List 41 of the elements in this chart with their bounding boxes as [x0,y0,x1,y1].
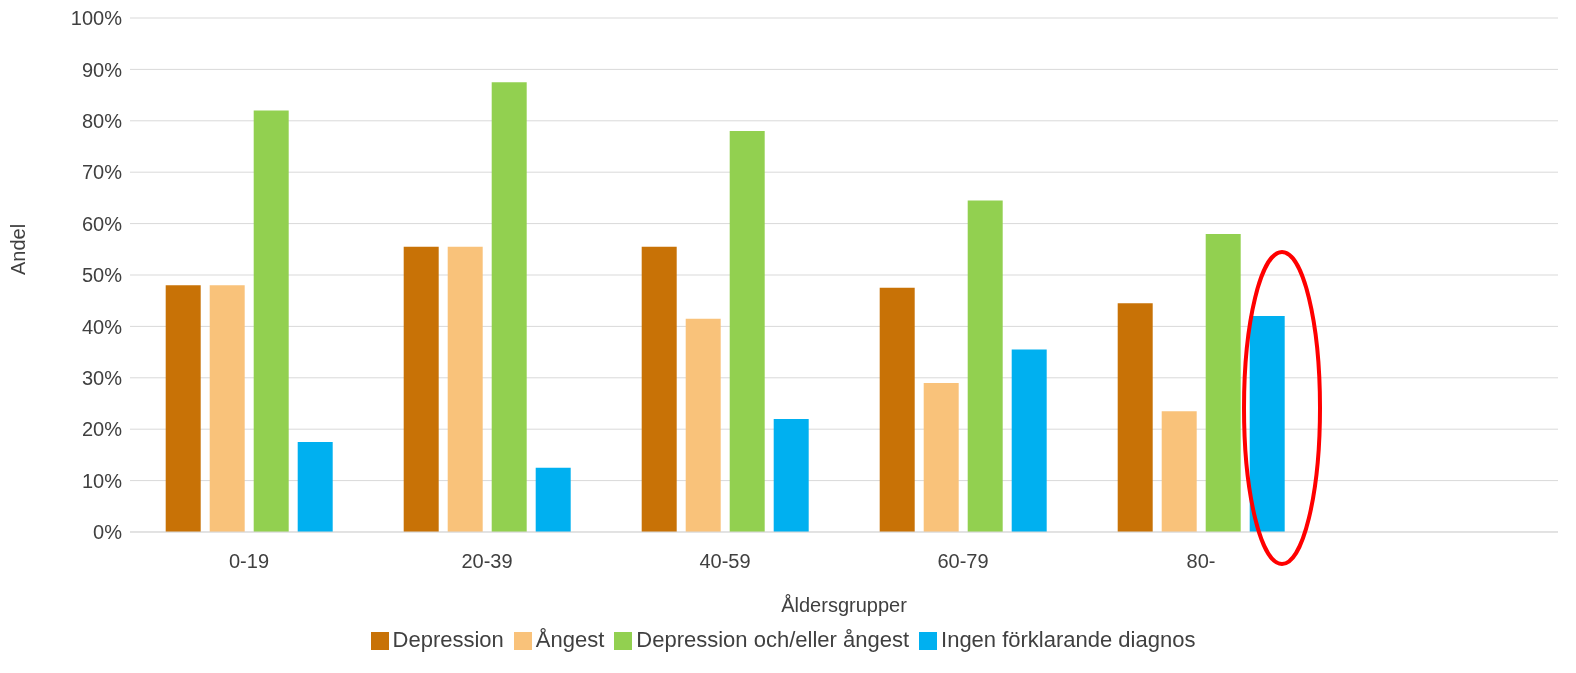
bar [729,131,765,532]
bar [923,382,959,532]
bar [209,285,245,532]
bar [879,287,915,532]
y-tick-label: 100% [70,7,123,30]
x-tick-label: 60-79 [937,550,989,573]
legend-label: Depression [392,627,504,652]
y-axis-title: Andel [7,223,30,275]
bar [685,318,721,532]
y-tick-label: 0% [93,521,123,544]
bar [491,82,527,532]
y-tick-label: 80% [81,109,123,132]
bar [535,467,571,532]
y-tick-label: 40% [81,315,123,338]
legend-label: Ingen förklarande diagnos [941,627,1196,652]
y-tick-label: 20% [81,418,123,441]
bar [297,442,333,532]
x-tick-label: 80- [1186,550,1216,573]
bar [967,200,1003,532]
y-tick-label: 60% [81,212,123,235]
x-axis-title: Åldersgrupper [781,594,908,616]
bar [773,418,809,532]
bar [641,246,677,532]
x-tick-label: 40-59 [699,550,751,573]
y-tick-label: 10% [81,469,123,492]
y-tick-label: 70% [81,161,123,184]
bar [253,110,289,532]
bar [1249,316,1285,532]
bar [1011,349,1047,532]
y-tick-label: 90% [81,58,123,81]
bar [165,285,201,532]
bar [1117,303,1153,532]
legend-label: Depression och/eller ångest [636,627,910,652]
y-tick-label: 50% [81,264,123,287]
bar [447,246,483,532]
legend-label: Ångest [535,627,605,652]
x-tick-label: 0-19 [228,550,270,573]
bar [403,246,439,532]
x-tick-label: 20-39 [461,550,513,573]
y-tick-label: 30% [81,366,123,389]
bar [1161,411,1197,532]
